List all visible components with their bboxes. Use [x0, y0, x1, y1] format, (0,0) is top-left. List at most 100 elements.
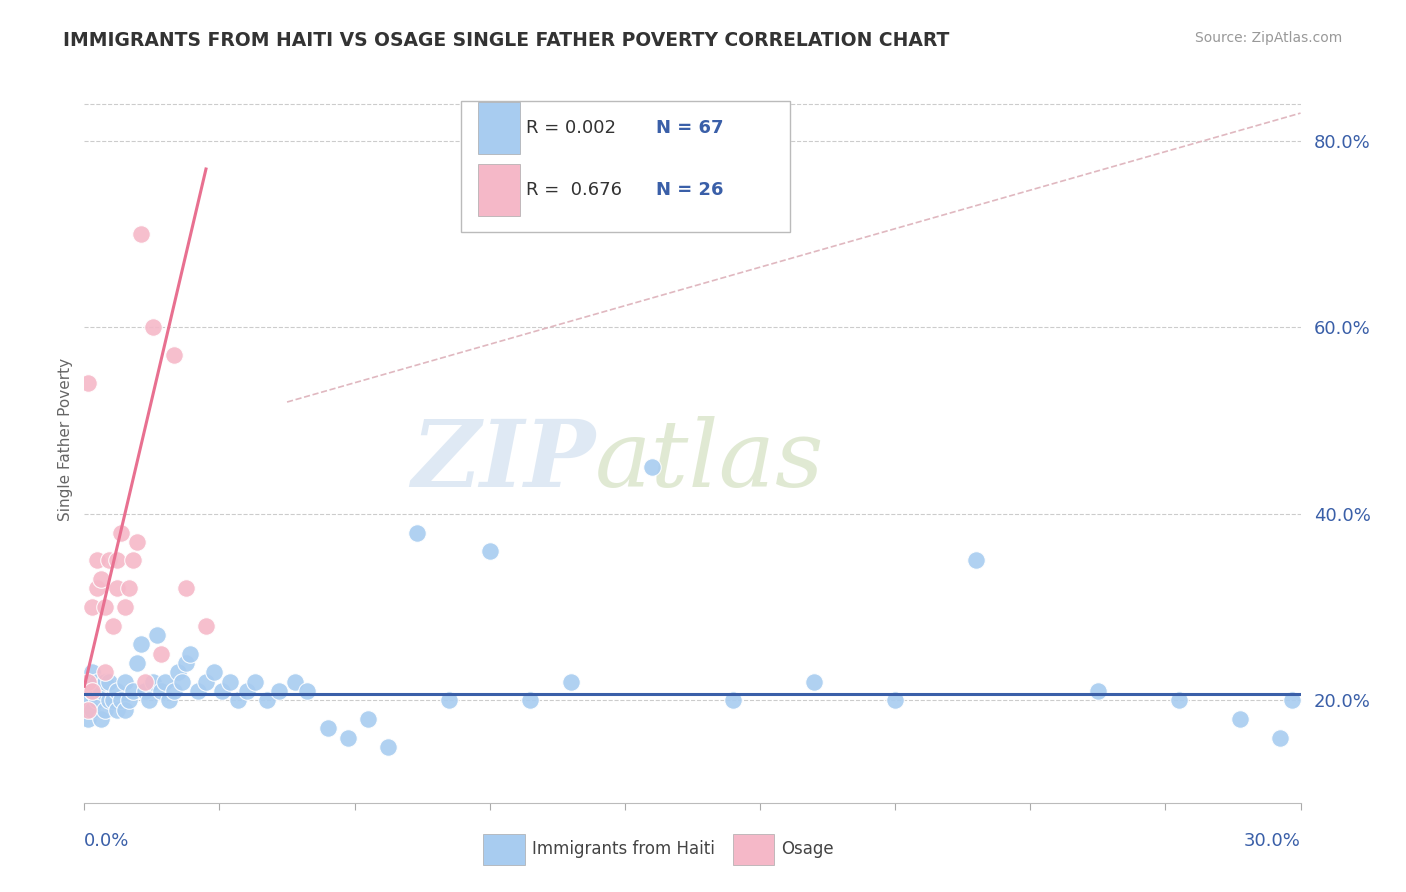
Y-axis label: Single Father Poverty: Single Father Poverty — [58, 358, 73, 521]
Point — [336, 731, 359, 745]
Point — [211, 684, 233, 698]
Point — [134, 674, 156, 689]
Point — [77, 674, 100, 689]
FancyBboxPatch shape — [478, 164, 520, 216]
Point — [965, 553, 987, 567]
Point — [114, 600, 136, 615]
Point — [150, 684, 173, 698]
Point — [560, 674, 582, 689]
FancyBboxPatch shape — [478, 103, 520, 154]
Point — [82, 600, 104, 615]
Point — [316, 721, 339, 735]
Point — [82, 684, 104, 698]
Text: IMMIGRANTS FROM HAITI VS OSAGE SINGLE FATHER POVERTY CORRELATION CHART: IMMIGRANTS FROM HAITI VS OSAGE SINGLE FA… — [63, 31, 949, 50]
Point — [641, 460, 664, 475]
Point — [129, 637, 152, 651]
Text: N = 67: N = 67 — [657, 120, 724, 137]
Point — [82, 703, 104, 717]
Point — [1270, 731, 1292, 745]
Point — [77, 674, 100, 689]
Point — [77, 703, 100, 717]
Point — [202, 665, 225, 680]
Point — [228, 693, 250, 707]
Text: R = 0.002: R = 0.002 — [526, 120, 616, 137]
Point — [243, 674, 266, 689]
Point — [297, 684, 319, 698]
Point — [1087, 684, 1109, 698]
Text: 0.0%: 0.0% — [84, 832, 129, 850]
Point — [219, 674, 242, 689]
Point — [125, 656, 148, 670]
Point — [150, 647, 173, 661]
Point — [105, 684, 128, 698]
Point — [519, 693, 541, 707]
Point — [114, 674, 136, 689]
Point — [162, 684, 184, 698]
Text: N = 26: N = 26 — [657, 181, 724, 199]
Text: R =  0.676: R = 0.676 — [526, 181, 621, 199]
Point — [93, 674, 115, 689]
Point — [174, 656, 197, 670]
Point — [82, 665, 104, 680]
FancyBboxPatch shape — [461, 102, 790, 232]
Point — [97, 674, 120, 689]
Point — [97, 693, 120, 707]
Point — [170, 674, 193, 689]
Point — [478, 544, 501, 558]
Point — [803, 674, 825, 689]
Point — [86, 582, 108, 596]
Point — [93, 665, 115, 680]
Point — [377, 739, 399, 754]
Point — [90, 712, 112, 726]
Point — [174, 582, 197, 596]
Point — [155, 674, 177, 689]
Point — [118, 582, 141, 596]
Point — [101, 693, 124, 707]
Point — [86, 693, 108, 707]
Point — [1281, 693, 1303, 707]
Point — [134, 684, 156, 698]
Point — [159, 693, 181, 707]
Point — [101, 618, 124, 632]
Point — [86, 674, 108, 689]
Point — [146, 628, 169, 642]
Point — [105, 582, 128, 596]
Point — [138, 693, 160, 707]
Point — [93, 703, 115, 717]
Point — [187, 684, 209, 698]
Point — [86, 553, 108, 567]
Point — [162, 348, 184, 362]
Text: ZIP: ZIP — [411, 417, 595, 506]
Point — [235, 684, 257, 698]
Point — [721, 693, 744, 707]
Point — [166, 665, 188, 680]
Text: Osage: Osage — [782, 840, 834, 858]
Point — [439, 693, 461, 707]
Point — [77, 712, 100, 726]
Point — [884, 693, 907, 707]
Point — [97, 553, 120, 567]
Point — [110, 525, 132, 540]
Text: Source: ZipAtlas.com: Source: ZipAtlas.com — [1195, 31, 1343, 45]
Point — [118, 693, 141, 707]
Point — [194, 618, 218, 632]
Point — [77, 693, 100, 707]
Point — [129, 227, 152, 242]
Point — [142, 674, 165, 689]
Point — [82, 684, 104, 698]
Point — [125, 534, 148, 549]
Point — [194, 674, 218, 689]
Point — [110, 693, 132, 707]
Point — [179, 647, 201, 661]
Point — [1167, 693, 1189, 707]
Text: atlas: atlas — [595, 417, 825, 506]
Point — [122, 553, 145, 567]
Point — [267, 684, 290, 698]
FancyBboxPatch shape — [484, 834, 524, 864]
Point — [105, 553, 128, 567]
Point — [90, 572, 112, 586]
Point — [256, 693, 278, 707]
Point — [114, 703, 136, 717]
Point — [77, 376, 100, 391]
Point — [1229, 712, 1251, 726]
